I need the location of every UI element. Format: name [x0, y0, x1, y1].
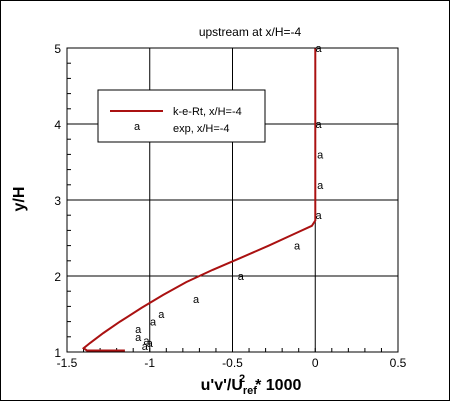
- data-point-exp: a: [158, 309, 165, 321]
- y-tick-label: 3: [54, 194, 61, 208]
- x-tick-label: 0: [312, 356, 319, 370]
- data-point-exp: a: [135, 324, 142, 336]
- y-tick-label: 1: [54, 346, 61, 360]
- legend-label-exp: exp, x/H=-4: [173, 123, 230, 135]
- x-tick-label: 0.5: [390, 356, 407, 370]
- data-point-exp: a: [238, 271, 245, 283]
- data-point-exp: a: [147, 338, 154, 350]
- data-point-exp: a: [315, 210, 322, 222]
- data-point-exp: a: [193, 294, 200, 306]
- legend-box: [97, 89, 266, 143]
- legend-marker-swatch: a: [134, 121, 141, 133]
- data-point-exp: a: [294, 241, 301, 253]
- plot-area-border: [66, 47, 399, 353]
- chart-title: upstream at x/H=-4: [199, 25, 302, 39]
- data-point-exp: a: [315, 119, 322, 131]
- x-axis-title-main: u'v'/U: [201, 377, 243, 394]
- x-tick-label: -1: [144, 356, 155, 370]
- legend: k-e-Rt, x/H=-4 a exp, x/H=-4: [97, 89, 266, 143]
- x-axis-title-suffix: * 1000: [255, 377, 301, 394]
- x-axis-title-superscript: 2: [239, 373, 245, 385]
- x-tick-label: -1.5: [57, 356, 78, 370]
- y-tick-label: 2: [54, 270, 61, 284]
- x-tick-label: -0.5: [222, 356, 243, 370]
- ticks: -1.5 -1 -0.5 0 0.5 1 2 3 4 5: [54, 42, 406, 370]
- data-point-exp: a: [143, 336, 150, 348]
- legend-label-model: k-e-Rt, x/H=-4: [173, 106, 242, 118]
- y-axis-title: y/H: [11, 187, 28, 212]
- data-point-exp: a: [135, 332, 142, 344]
- data-point-exp: a: [315, 43, 322, 55]
- y-tick-label: 4: [54, 118, 61, 132]
- data-point-exp: a: [317, 180, 324, 192]
- y-tick-label: 5: [54, 42, 61, 56]
- data-point-exp: a: [317, 149, 324, 161]
- data-point-exp: a: [142, 341, 149, 353]
- x-axis-title: u'v'/Uref2 * 1000: [201, 373, 302, 397]
- series-line-model: [81, 48, 317, 352]
- x-axis-title-subscript: ref: [243, 385, 257, 397]
- data-point-exp: a: [150, 317, 157, 329]
